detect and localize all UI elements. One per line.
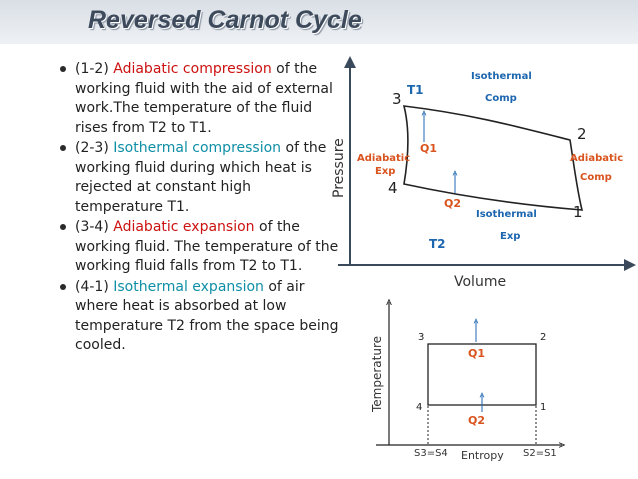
- pv-point-1: 1: [573, 203, 583, 221]
- bullet-item: (4-1) Isothermal expansion of air where …: [10, 278, 340, 356]
- slide-title: Reversed Carnot Cycle: [88, 6, 362, 34]
- bullet-step: (3-4): [75, 219, 114, 235]
- pv-isothermal-exp-1: Isothermal: [476, 209, 537, 220]
- pv-isothermal-exp-2: Exp: [500, 231, 520, 242]
- pv-point-4: 4: [388, 179, 398, 197]
- bullet-text: of air where heat is absorbed at low tem…: [75, 278, 339, 354]
- pv-t1-label: T1: [407, 83, 424, 97]
- pv-q1-label: Q1: [420, 142, 437, 155]
- pv-adiabatic-comp-2: Comp: [580, 172, 612, 183]
- bullet-marker: [60, 66, 66, 72]
- pv-point-2: 2: [577, 125, 587, 143]
- bullet-marker: [60, 145, 66, 151]
- bullet-process: Isothermal compression: [113, 140, 282, 156]
- title-bar: [0, 0, 638, 44]
- bullet-list: (1-2) Adiabatic compression of the worki…: [10, 60, 340, 356]
- ts-q2-label: Q2: [468, 414, 485, 427]
- bullet-text: of the working fluid during which heat i…: [75, 140, 327, 215]
- pv-t2-label: T2: [429, 237, 446, 251]
- ts-point-1: 1: [540, 402, 546, 413]
- pv-cycle: [402, 105, 584, 211]
- bullet-step: (4-1): [75, 278, 114, 295]
- bullet-item: (3-4) Adiabatic expansion of the working…: [10, 218, 340, 277]
- bullet-marker: [60, 224, 66, 230]
- bullet-process: Isothermal expansion: [113, 278, 264, 295]
- bullet-step: (1-2): [75, 61, 114, 77]
- ts-point-4: 4: [416, 402, 422, 413]
- ts-q1-label: Q1: [468, 347, 485, 360]
- pv-isothermal-comp-1: Isothermal: [471, 71, 532, 82]
- ts-xlabel: Entropy: [461, 449, 504, 462]
- pv-xlabel: Volume: [454, 274, 506, 290]
- bullet-process: Adiabatic compression: [113, 61, 272, 77]
- bullet-text: of the working fluid with the aid of ext…: [75, 61, 333, 136]
- bullet-text: of the working fluid. The temperature of…: [75, 219, 339, 274]
- pv-isothermal-comp-2: Comp: [485, 93, 517, 104]
- bullet-step: (2-3): [75, 140, 114, 156]
- bullet-item: (2-3) Isothermal compression of the work…: [10, 139, 340, 217]
- pv-point-3: 3: [392, 90, 402, 108]
- ts-cycle: [427, 343, 537, 406]
- pv-adiabatic-comp-1: Adiabatic: [570, 153, 623, 164]
- pv-adiabatic-exp-1: Adiabatic: [357, 153, 410, 164]
- ts-point-3: 3: [418, 332, 424, 343]
- bullet-item: (1-2) Adiabatic compression of the worki…: [10, 60, 340, 138]
- bullet-marker: [60, 283, 66, 290]
- ts-s-left: S3=S4: [414, 448, 448, 459]
- ts-point-2: 2: [540, 332, 546, 343]
- ts-ylabel: Temperature: [370, 336, 384, 413]
- pv-adiabatic-exp-2: Exp: [375, 166, 395, 177]
- bullet-process: Adiabatic expansion: [113, 219, 255, 235]
- ts-s-right: S2=S1: [523, 448, 557, 459]
- pv-q2-label: Q2: [444, 197, 461, 210]
